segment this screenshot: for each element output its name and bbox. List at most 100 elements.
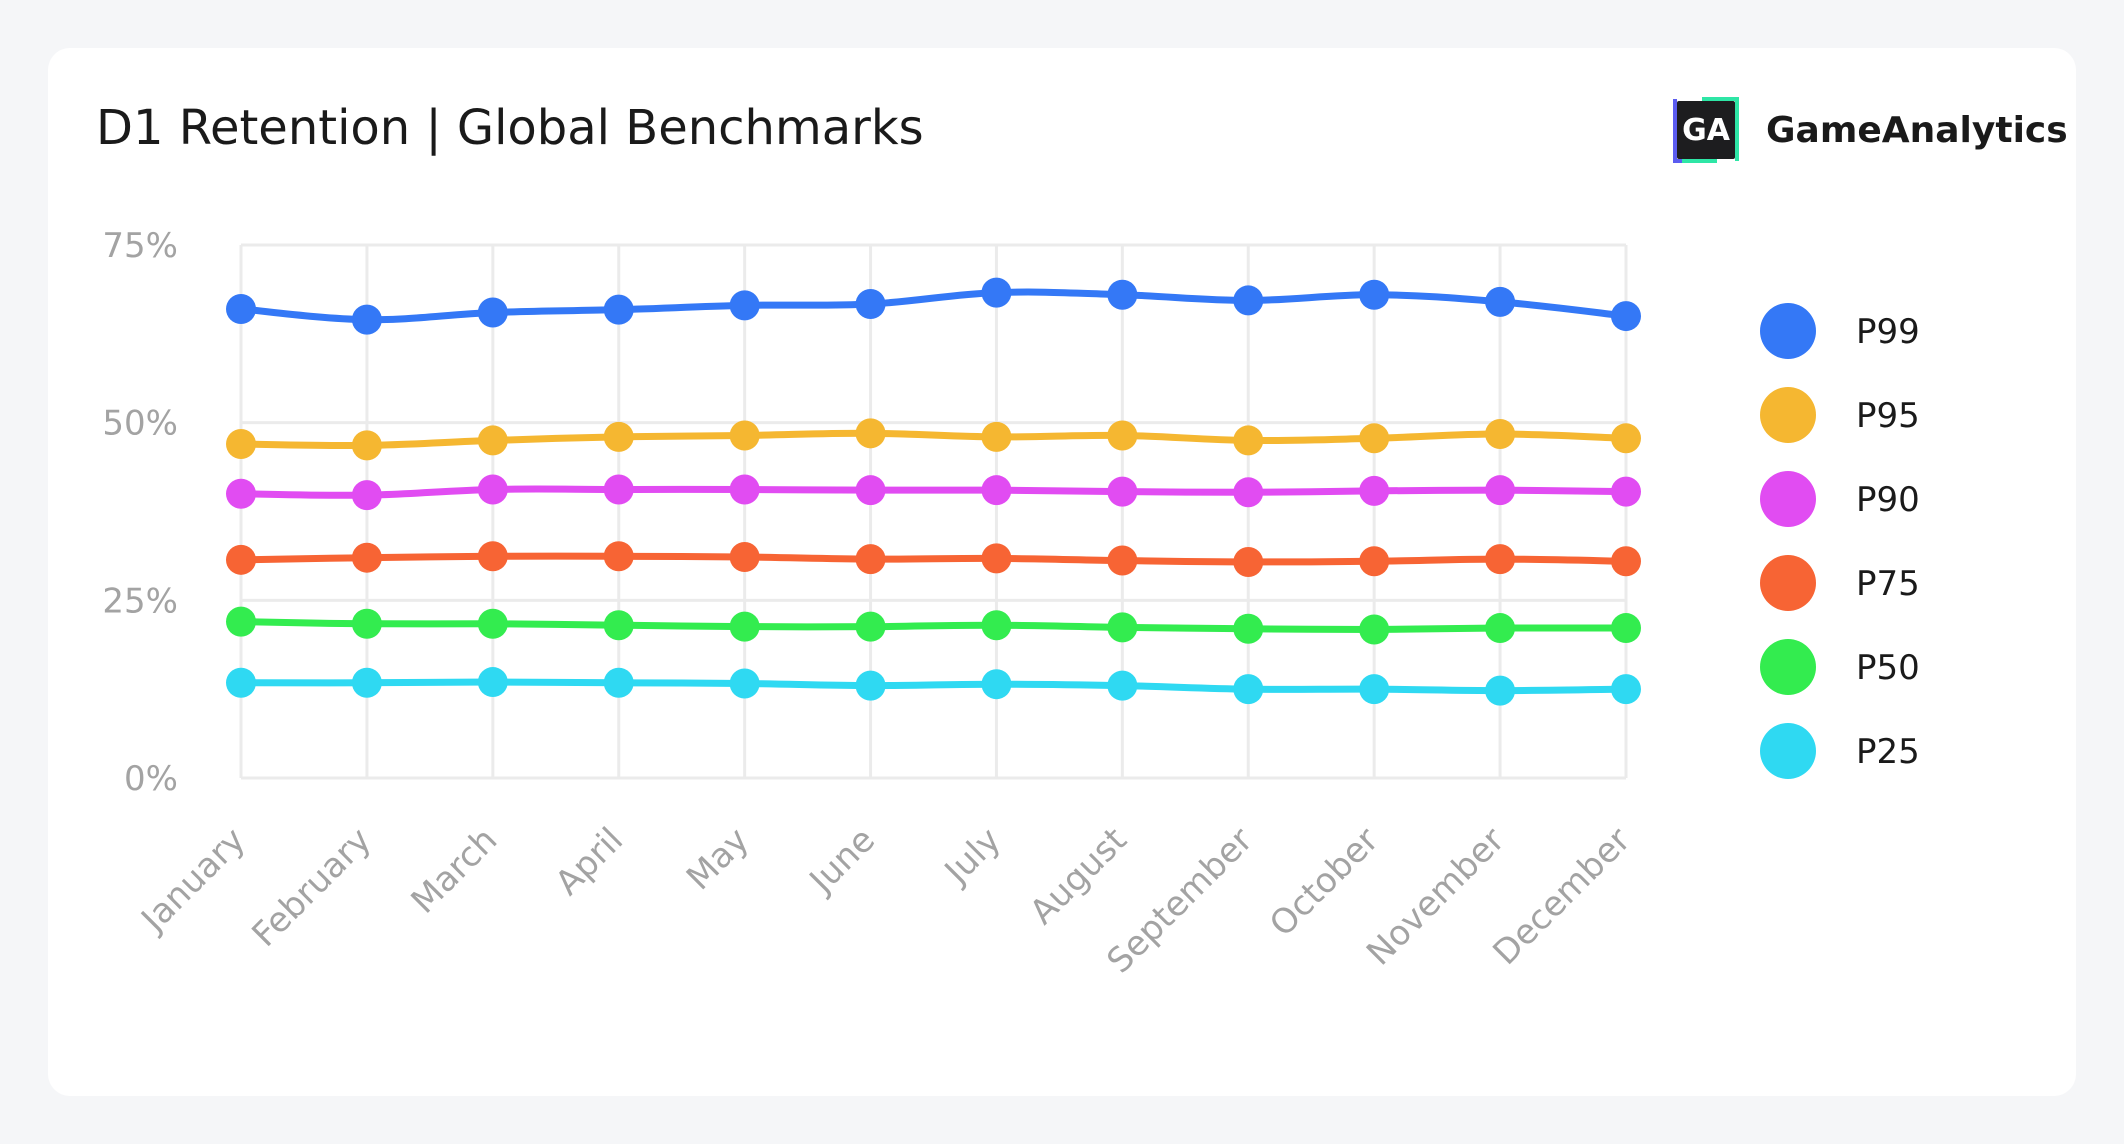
data-point[interactable] (729, 668, 760, 699)
brand-name: GameAnalytics (1766, 109, 2068, 151)
data-point[interactable] (1233, 285, 1264, 316)
data-point[interactable] (603, 541, 634, 572)
data-point[interactable] (477, 541, 508, 572)
data-point[interactable] (477, 425, 508, 456)
data-point[interactable] (1107, 420, 1138, 451)
data-point[interactable] (1233, 613, 1264, 644)
data-point[interactable] (351, 542, 382, 573)
legend-item-p99[interactable]: P99 (1760, 303, 1920, 359)
legend-item-p50[interactable]: P50 (1760, 639, 1920, 695)
legend-marker (1760, 387, 1816, 443)
data-point[interactable] (351, 480, 382, 511)
chart-legend: P99 P95 P90 P75 P50 P25 (1760, 303, 1920, 779)
data-point[interactable] (1485, 544, 1516, 575)
data-point[interactable] (603, 610, 634, 641)
data-point[interactable] (729, 474, 760, 505)
data-point[interactable] (351, 608, 382, 639)
legend-item-p90[interactable]: P90 (1760, 471, 1920, 527)
series-line (237, 485, 1630, 499)
data-point[interactable] (1359, 614, 1390, 645)
series-line (237, 288, 1630, 324)
data-point[interactable] (477, 608, 508, 639)
data-point[interactable] (477, 297, 508, 328)
brand: GA GameAnalytics (1672, 96, 2068, 164)
data-point[interactable] (1485, 613, 1516, 644)
data-point[interactable] (981, 475, 1012, 506)
data-point[interactable] (1611, 476, 1641, 507)
data-point[interactable] (729, 541, 760, 572)
data-point[interactable] (981, 610, 1012, 641)
data-point[interactable] (1359, 423, 1390, 454)
data-point[interactable] (351, 304, 382, 335)
data-point[interactable] (1611, 301, 1641, 332)
x-tick-label: December (1485, 820, 1638, 973)
data-point[interactable] (729, 290, 760, 321)
data-point[interactable] (855, 670, 886, 701)
data-point[interactable] (1359, 674, 1390, 705)
y-tick-label: 0% (124, 759, 178, 799)
logo-text: GA (1682, 113, 1731, 148)
data-point[interactable] (855, 611, 886, 642)
data-point[interactable] (1107, 279, 1138, 310)
data-point[interactable] (603, 474, 634, 505)
data-point[interactable] (1107, 545, 1138, 576)
data-point[interactable] (855, 475, 886, 506)
legend-item-p25[interactable]: P25 (1760, 723, 1920, 779)
data-point[interactable] (729, 420, 760, 451)
y-tick-label: 50% (102, 404, 178, 444)
data-point[interactable] (226, 544, 256, 575)
data-point[interactable] (226, 478, 256, 509)
x-tick-label: November (1359, 820, 1512, 973)
x-tick-label: March (404, 820, 506, 922)
data-point[interactable] (1359, 475, 1390, 506)
data-point[interactable] (981, 543, 1012, 574)
legend-item-p75[interactable]: P75 (1760, 555, 1920, 611)
legend-marker (1760, 303, 1816, 359)
logo-bracket-left (1673, 99, 1682, 163)
data-point[interactable] (1233, 546, 1264, 577)
data-point[interactable] (981, 421, 1012, 452)
y-axis-ticks: 0% 25% 50% 75% (102, 226, 178, 799)
data-point[interactable] (226, 667, 256, 698)
data-point[interactable] (226, 428, 256, 459)
data-point[interactable] (603, 294, 634, 325)
data-point[interactable] (855, 418, 886, 449)
data-point[interactable] (1359, 279, 1390, 310)
data-point[interactable] (1485, 475, 1516, 506)
legend-marker (1760, 639, 1816, 695)
data-point[interactable] (981, 277, 1012, 308)
data-point[interactable] (1107, 612, 1138, 643)
data-point[interactable] (226, 606, 256, 637)
data-point[interactable] (1359, 546, 1390, 577)
legend-marker (1760, 471, 1816, 527)
data-point[interactable] (1611, 613, 1641, 644)
data-point[interactable] (1485, 286, 1516, 317)
data-point[interactable] (1485, 419, 1516, 450)
data-point[interactable] (1233, 674, 1264, 705)
data-point[interactable] (1107, 476, 1138, 507)
data-point[interactable] (477, 474, 508, 505)
data-point[interactable] (477, 667, 508, 698)
y-tick-label: 25% (102, 581, 178, 621)
data-point[interactable] (855, 288, 886, 319)
chart-series (226, 277, 1641, 706)
data-point[interactable] (351, 430, 382, 461)
data-point[interactable] (1485, 675, 1516, 706)
data-point[interactable] (603, 421, 634, 452)
data-point[interactable] (1107, 670, 1138, 701)
data-point[interactable] (1233, 425, 1264, 456)
data-point[interactable] (603, 667, 634, 698)
data-point[interactable] (1611, 423, 1641, 454)
data-point[interactable] (1611, 546, 1641, 577)
legend-item-p95[interactable]: P95 (1760, 387, 1920, 443)
series-p25 (226, 667, 1641, 706)
data-point[interactable] (729, 611, 760, 642)
legend-marker (1760, 723, 1816, 779)
data-point[interactable] (226, 293, 256, 324)
data-point[interactable] (1233, 477, 1264, 508)
data-point[interactable] (351, 667, 382, 698)
data-point[interactable] (981, 669, 1012, 700)
data-point[interactable] (1611, 674, 1641, 705)
data-point[interactable] (855, 544, 886, 575)
series-line (237, 678, 1630, 695)
